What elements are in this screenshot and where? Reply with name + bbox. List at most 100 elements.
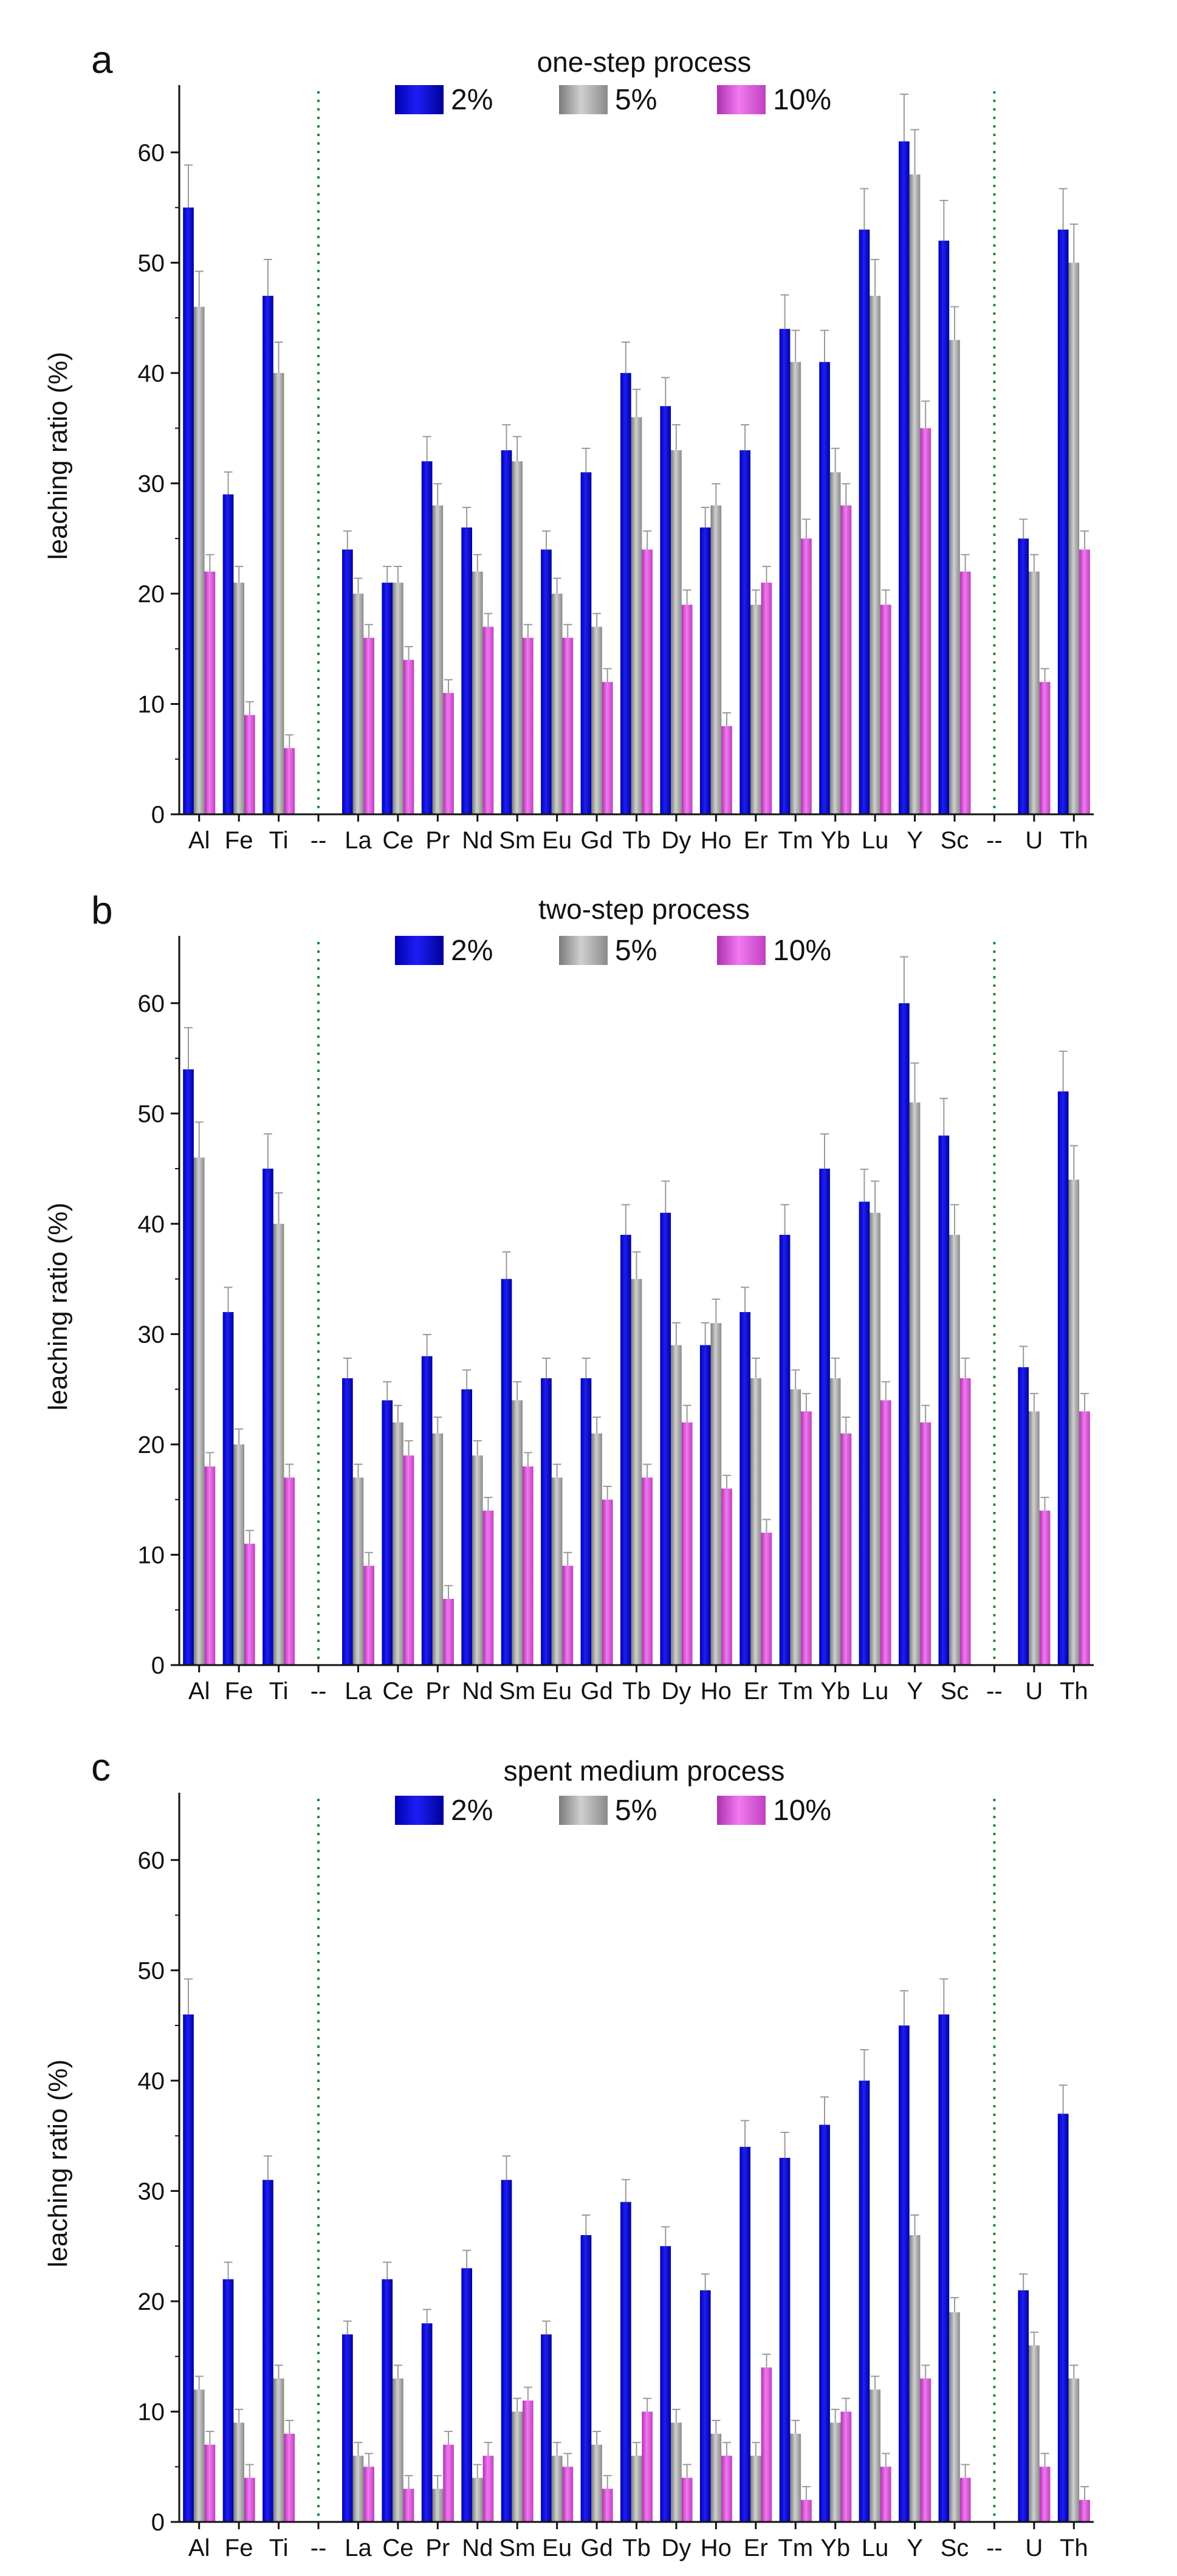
bar-b-Ho-5% [710, 1323, 722, 1665]
y-tick-label: 60 [138, 991, 165, 1017]
bar-a-Fe-5% [233, 582, 244, 814]
bar-b-Tb-5% [631, 1279, 642, 1665]
y-tick-label: 40 [138, 2068, 165, 2095]
axes: 0 10 20 30 40 50 60 Al Fe Ti -- La Ce Pr Nd Sm Eu Gd Tb Dy H… [43, 936, 1094, 1705]
bar-b-Yb-2% [819, 1169, 830, 1665]
x-tick-label: Eu [542, 2535, 572, 2561]
legend-label-2: 10% [773, 935, 831, 967]
bar-c-Ce-10% [403, 2488, 414, 2522]
bar-b-Ho-2% [699, 1345, 711, 1665]
y-tick-label: 40 [138, 360, 165, 387]
x-tick-label: -- [311, 2535, 327, 2561]
x-tick-label: Fe [225, 1678, 253, 1705]
x-tick-label: Pr [425, 827, 450, 854]
bar-b-Pr-5% [432, 1433, 444, 1665]
bar-a-Nd-5% [472, 571, 483, 814]
bar-a-Nd-10% [482, 627, 494, 814]
bar-c-Ce-2% [382, 2279, 393, 2522]
x-tick-label: Lu [862, 2535, 889, 2561]
bar-c-Ti-2% [263, 2180, 273, 2522]
bar-a-Ho-2% [699, 527, 711, 814]
bar-a-U-2% [1018, 538, 1029, 814]
bar-b-Gd-2% [580, 1378, 592, 1665]
y-tick-label: 20 [138, 581, 165, 608]
x-tick-label: Ho [701, 827, 732, 854]
bar-c-Dy-10% [681, 2478, 693, 2522]
bar-a-Y-2% [899, 141, 910, 815]
bar-a-Yb-10% [840, 505, 852, 814]
bar-b-Eu-2% [541, 1378, 552, 1665]
bar-c-Sm-10% [523, 2400, 534, 2522]
bar-b-Tm-10% [801, 1411, 812, 1665]
bar-a-Ti-5% [273, 373, 284, 814]
bar-a-Ce-5% [393, 582, 403, 814]
x-tick-label: U [1025, 2535, 1043, 2561]
bar-b-Yb-10% [840, 1433, 852, 1665]
x-tick-label: Fe [225, 827, 253, 854]
bar-b-Er-5% [750, 1378, 761, 1665]
bar-c-Al-2% [183, 2014, 194, 2522]
bar-b-Sc-10% [959, 1378, 971, 1665]
bar-c-Yb-2% [819, 2124, 830, 2522]
bar-b-La-2% [342, 1378, 353, 1665]
bar-c-Tb-5% [631, 2456, 642, 2522]
bar-c-Sm-5% [512, 2411, 523, 2522]
bar-b-U-2% [1018, 1367, 1029, 1665]
bar-a-Ce-2% [382, 582, 393, 814]
bar-a-Er-2% [739, 450, 750, 814]
x-tick-label: Sm [499, 1678, 535, 1705]
bar-c-Ho-10% [721, 2456, 732, 2522]
x-tick-label: Er [744, 2535, 768, 2561]
x-tick-label: U [1025, 1678, 1043, 1705]
x-tick-label: -- [311, 827, 327, 854]
legend: 2% 5% 10% [395, 935, 831, 967]
bar-c-Tm-2% [779, 2157, 791, 2522]
legend-label-1: 5% [615, 935, 657, 967]
panel-a: a one-step process 2% 5% 10% 0 10 20 30 40 50 60 Al F… [43, 38, 1094, 854]
bar-b-Th-2% [1057, 1091, 1069, 1665]
bar-c-U-5% [1029, 2345, 1040, 2522]
bar-a-Sm-5% [512, 461, 523, 814]
bar-c-Ho-5% [710, 2433, 722, 2522]
x-tick-label: -- [986, 1678, 1003, 1705]
bar-c-Tm-10% [801, 2499, 812, 2522]
bar-a-Dy-10% [681, 605, 693, 814]
bar-b-Sm-2% [501, 1279, 512, 1665]
bar-a-Ho-10% [721, 726, 732, 814]
bar-b-Nd-5% [472, 1455, 483, 1665]
legend-swatch-2 [717, 936, 766, 965]
panel-letter: a [91, 38, 113, 81]
x-tick-label: -- [311, 1678, 327, 1705]
bar-c-Ce-5% [393, 2379, 403, 2522]
bar-c-Pr-5% [432, 2488, 444, 2522]
bar-c-La-5% [352, 2456, 364, 2522]
bar-a-Pr-5% [432, 505, 444, 814]
bar-b-Ho-10% [721, 1488, 732, 1665]
x-tick-label: Gd [580, 2535, 613, 2561]
y-tick-label: 60 [138, 1847, 165, 1874]
bar-a-Th-2% [1057, 229, 1069, 814]
bar-a-U-10% [1039, 682, 1051, 814]
legend-label-0: 2% [451, 1795, 493, 1827]
x-tick-label: Al [188, 2535, 210, 2561]
bar-b-Dy-2% [660, 1212, 671, 1665]
bar-c-Yb-5% [829, 2422, 841, 2522]
x-tick-label: Tm [778, 2535, 813, 2561]
bar-b-Y-5% [909, 1102, 921, 1665]
bar-b-U-5% [1029, 1411, 1040, 1665]
bar-c-Lu-2% [859, 2080, 870, 2522]
legend: 2% 5% 10% [395, 84, 831, 116]
bar-b-Al-5% [193, 1157, 205, 1665]
y-axis-label: leaching ratio (%) [43, 2059, 73, 2267]
y-axis-label: leaching ratio (%) [43, 352, 73, 560]
bar-c-Fe-2% [222, 2279, 234, 2522]
bar-c-Y-5% [909, 2235, 921, 2522]
y-tick-label: 10 [138, 1542, 165, 1568]
bar-b-Fe-2% [222, 1312, 234, 1665]
x-tick-label: Dy [661, 827, 691, 854]
bar-c-Lu-5% [870, 2389, 880, 2522]
bar-a-Tm-5% [790, 362, 801, 814]
bar-a-Yb-2% [819, 362, 830, 814]
y-tick-label: 10 [138, 2399, 165, 2425]
x-tick-label: Y [907, 2535, 923, 2561]
